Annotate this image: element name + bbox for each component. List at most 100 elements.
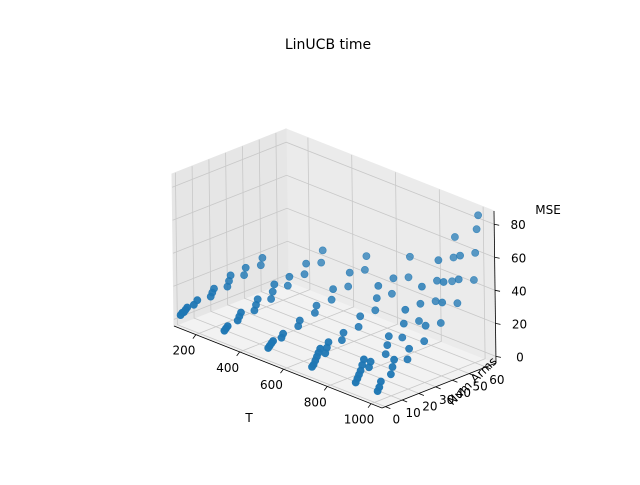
data-point [270, 280, 279, 289]
data-point [339, 328, 348, 337]
data-point [317, 258, 326, 267]
data-point [384, 332, 393, 341]
data-point [310, 308, 319, 317]
data-point [405, 344, 413, 353]
data-point [383, 341, 392, 349]
data-point [436, 319, 445, 327]
grid-line-z [172, 141, 495, 225]
data-point [283, 281, 292, 290]
data-points [176, 211, 482, 395]
x-tick-mark [280, 368, 284, 374]
data-point [431, 297, 440, 306]
data-point [318, 246, 327, 255]
data-point [250, 306, 259, 315]
y-tick-label: 10 [405, 406, 420, 420]
data-point [417, 282, 426, 291]
data-point [300, 270, 309, 279]
data-point [329, 285, 337, 293]
y-tick-label: 60 [489, 373, 504, 387]
grid-line-z [172, 174, 495, 258]
data-point [449, 253, 458, 262]
z-tick-mark [494, 223, 500, 226]
x-tick-label: 800 [304, 395, 327, 409]
grid-line-z [172, 207, 496, 291]
data-point [416, 299, 425, 308]
data-point [456, 251, 464, 260]
data-point [360, 265, 369, 274]
z-tick-mark [495, 355, 501, 358]
data-point [374, 281, 383, 290]
data-point [258, 253, 267, 262]
data-point [388, 363, 397, 371]
z-tick-label: 60 [511, 251, 526, 265]
data-point [189, 300, 198, 309]
data-point [345, 268, 354, 277]
z-tick-label: 80 [511, 218, 526, 232]
data-point [371, 306, 380, 315]
data-point [285, 272, 294, 281]
y-tick-label: 40 [456, 386, 471, 400]
data-point [415, 317, 423, 325]
y-axis-line [381, 362, 497, 409]
data-point [268, 287, 277, 296]
chart-title: LinUCB time [285, 37, 371, 53]
data-point [373, 387, 382, 395]
data-point [241, 263, 250, 272]
x-tick-mark [323, 386, 328, 391]
data-point [354, 322, 363, 331]
data-point [387, 289, 396, 298]
grid-lines [172, 132, 497, 408]
data-point [399, 319, 408, 328]
data-point [372, 294, 381, 302]
data-point [389, 274, 398, 283]
data-point [404, 273, 413, 282]
data-point [220, 326, 229, 335]
data-point [362, 252, 371, 260]
grid-line-x [327, 189, 442, 387]
data-point [365, 363, 373, 372]
grid-line-y [258, 139, 470, 374]
data-point [390, 355, 398, 364]
data-point [474, 211, 482, 220]
data-point [450, 233, 459, 241]
z-axis-label: MSE [535, 203, 561, 217]
z-tick-mark [494, 289, 501, 292]
y-tick-label: 50 [473, 380, 488, 394]
data-point [433, 276, 441, 285]
data-point [439, 278, 448, 286]
y-tick-label: 0 [393, 413, 401, 427]
data-point [421, 321, 430, 330]
data-point [381, 350, 390, 358]
y-tick-mark [485, 366, 492, 370]
data-point [312, 301, 321, 310]
x-tick-label: 200 [172, 344, 195, 358]
data-point [264, 344, 273, 352]
grid-line-x [195, 137, 311, 335]
x-axis-line [173, 325, 383, 409]
data-point [448, 277, 456, 286]
data-point [472, 225, 481, 234]
x-tick-mark [367, 403, 372, 408]
y-tick-mark [385, 406, 391, 410]
data-point [434, 256, 443, 265]
grid-line-z [173, 240, 496, 324]
z-axis-line [493, 210, 497, 364]
y-tick-label: 30 [439, 393, 454, 407]
grid-line-y [175, 172, 386, 408]
grid-line-y [191, 166, 403, 401]
z-tick-label: 0 [516, 350, 524, 364]
data-point [294, 322, 303, 330]
x-tick-mark [236, 351, 241, 357]
y-tick-mark [418, 393, 425, 396]
grid-line-y [208, 159, 420, 394]
grid-line-x [370, 206, 486, 405]
y-tick-mark [469, 373, 475, 376]
data-point [469, 276, 478, 284]
data-point [277, 333, 286, 342]
data-point [337, 336, 346, 344]
data-point [302, 259, 310, 268]
x-axis-label: T [244, 411, 253, 425]
